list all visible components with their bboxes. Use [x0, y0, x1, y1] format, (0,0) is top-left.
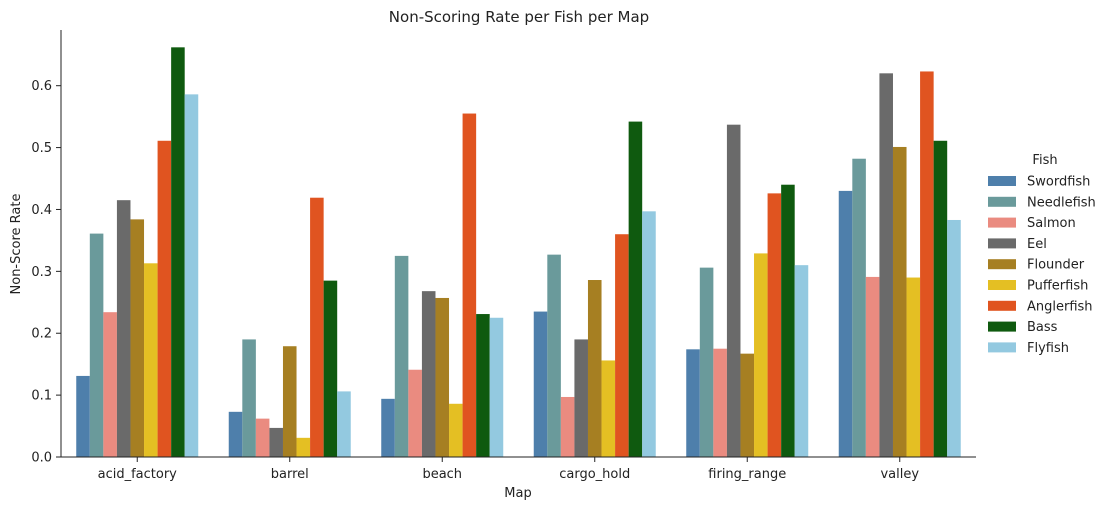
bar-anglerfish-barrel	[310, 197, 324, 457]
bar-needlefish-acid_factory	[89, 233, 104, 457]
x-tick-label: cargo_hold	[559, 467, 630, 482]
x-tick-label: acid_factory	[98, 467, 178, 482]
bar-swordfish-valley	[838, 190, 853, 457]
y-tick-label: 0.4	[31, 203, 52, 218]
bar-salmon-cargo_hold	[560, 396, 575, 457]
bar-eel-valley	[879, 73, 893, 457]
y-tick-label: 0.2	[31, 327, 52, 342]
bar-salmon-acid_factory	[103, 312, 117, 457]
bar-swordfish-acid_factory	[76, 375, 90, 457]
y-tick-label: 0.0	[31, 451, 52, 466]
bar-eel-firing_range	[726, 124, 741, 458]
legend-swatch-pufferfish	[988, 280, 1016, 290]
bar-bass-barrel	[323, 280, 338, 457]
bar-flyfish-beach	[489, 317, 504, 457]
bar-eel-barrel	[269, 427, 283, 457]
bars-group	[76, 47, 961, 458]
bar-salmon-barrel	[255, 418, 270, 457]
bar-pufferfish-firing_range	[754, 253, 768, 457]
bar-pufferfish-acid_factory	[144, 263, 158, 457]
bar-anglerfish-acid_factory	[157, 140, 172, 457]
x-tick-label: beach	[422, 467, 462, 482]
bar-bass-beach	[476, 314, 490, 457]
bar-needlefish-barrel	[242, 339, 256, 457]
bar-flounder-cargo_hold	[587, 280, 602, 457]
bar-pufferfish-barrel	[296, 437, 311, 457]
bar-swordfish-cargo_hold	[533, 311, 548, 457]
bar-pufferfish-cargo_hold	[601, 360, 616, 457]
bar-flyfish-valley	[947, 219, 961, 457]
legend-swatch-eel	[988, 238, 1016, 249]
legend-swatch-salmon	[988, 217, 1016, 228]
bar-needlefish-cargo_hold	[547, 254, 561, 457]
bar-anglerfish-firing_range	[767, 193, 782, 457]
legend-swatch-anglerfish	[988, 300, 1016, 311]
bar-anglerfish-beach	[462, 113, 477, 457]
bar-swordfish-beach	[381, 398, 395, 457]
bar-salmon-beach	[408, 369, 422, 457]
legend-label-eel: Eel	[1027, 237, 1047, 252]
bar-flounder-barrel	[282, 346, 297, 457]
legend-label-flyfish: Flyfish	[1027, 341, 1069, 356]
bar-anglerfish-valley	[920, 71, 934, 458]
bar-bass-cargo_hold	[628, 121, 643, 457]
x-tick-label: firing_range	[708, 467, 786, 482]
legend: Fish Swordfish Needlefish Salmon Eel Flounde…	[988, 153, 1096, 356]
bar-bass-acid_factory	[171, 47, 185, 457]
legend-swatch-flounder	[988, 259, 1016, 270]
legend-swatch-swordfish	[988, 176, 1016, 186]
legend-label-anglerfish: Anglerfish	[1027, 299, 1093, 314]
x-axis: acid_factory barrel beach cargo_hold firing_…	[61, 456, 976, 482]
bar-salmon-firing_range	[713, 348, 727, 457]
bar-flounder-acid_factory	[130, 219, 145, 457]
x-tick-label: barrel	[271, 467, 309, 482]
bar-flyfish-firing_range	[794, 265, 809, 457]
legend-label-salmon: Salmon	[1027, 216, 1076, 231]
y-axis: 0.0 0.1 0.2 0.3 0.4 0.5 0.6	[31, 30, 62, 466]
legend-label-swordfish: Swordfish	[1027, 175, 1090, 190]
bar-swordfish-firing_range	[686, 349, 700, 457]
bar-eel-beach	[421, 291, 436, 457]
y-tick-label: 0.5	[31, 141, 52, 156]
bar-flyfish-cargo_hold	[642, 211, 656, 457]
bar-bass-valley	[933, 140, 948, 457]
bar-pufferfish-valley	[906, 277, 921, 457]
legend-title: Fish	[1032, 153, 1057, 168]
legend-label-bass: Bass	[1027, 320, 1058, 335]
x-tick-label: valley	[880, 467, 919, 482]
chart-title: Non-Scoring Rate per Fish per Map	[389, 8, 649, 26]
bar-eel-cargo_hold	[574, 339, 588, 457]
legend-label-pufferfish: Pufferfish	[1027, 279, 1088, 294]
bar-needlefish-beach	[394, 255, 409, 457]
bar-flounder-beach	[435, 297, 450, 457]
bar-swordfish-barrel	[228, 411, 243, 457]
y-tick-label: 0.1	[31, 389, 52, 404]
legend-swatch-flyfish	[988, 342, 1016, 353]
bar-pufferfish-beach	[449, 403, 463, 457]
bar-eel-acid_factory	[116, 200, 131, 457]
legend-swatch-bass	[988, 321, 1016, 332]
bar-flyfish-barrel	[337, 391, 351, 457]
legend-label-needlefish: Needlefish	[1027, 195, 1096, 210]
y-tick-label: 0.3	[31, 265, 52, 280]
y-axis-label: Non-Score Rate	[9, 194, 24, 295]
bar-flounder-valley	[892, 146, 907, 457]
y-tick-label: 0.6	[31, 79, 52, 94]
x-axis-label: Map	[504, 486, 531, 501]
bar-salmon-valley	[865, 276, 880, 457]
bar-flyfish-acid_factory	[184, 94, 199, 458]
legend-swatch-needlefish	[988, 196, 1016, 207]
legend-label-flounder: Flounder	[1027, 258, 1085, 273]
bar-needlefish-firing_range	[699, 267, 714, 457]
bar-bass-firing_range	[781, 184, 795, 457]
bar-anglerfish-cargo_hold	[615, 234, 629, 457]
bar-needlefish-valley	[852, 158, 866, 457]
bar-flounder-firing_range	[740, 353, 755, 457]
